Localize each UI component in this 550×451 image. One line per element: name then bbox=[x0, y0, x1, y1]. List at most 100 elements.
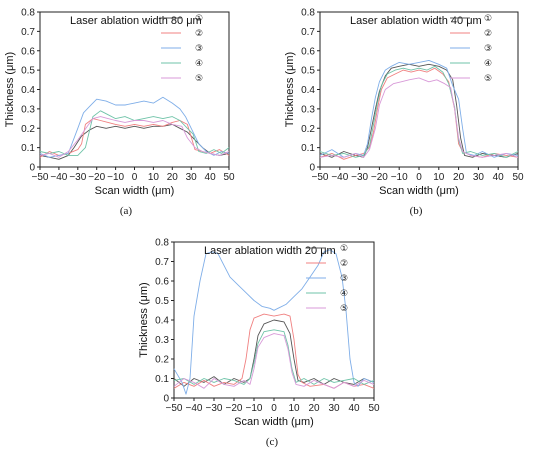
x-tick-label: 30 bbox=[186, 172, 198, 183]
series-line-1 bbox=[173, 319, 375, 387]
y-tick-label: 0.6 bbox=[301, 46, 315, 57]
x-tick-label: 20 bbox=[453, 172, 465, 183]
y-tick-label: 0.7 bbox=[155, 257, 169, 268]
y-tick-label: 0.2 bbox=[155, 355, 169, 366]
y-tick-label: 0.2 bbox=[301, 124, 315, 135]
y-tick-label: 0.1 bbox=[155, 374, 169, 385]
y-tick-label: 0 bbox=[309, 163, 315, 174]
y-tick-label: 0.5 bbox=[21, 66, 35, 77]
y-tick-label: 0.1 bbox=[21, 143, 35, 154]
y-tick-label: 0 bbox=[163, 394, 169, 405]
y-tick-label: 0.2 bbox=[21, 124, 35, 135]
legend-label-1: ① bbox=[484, 14, 492, 24]
y-tick-label: 0.8 bbox=[155, 238, 169, 249]
legend-label-4: ④ bbox=[484, 59, 492, 69]
legend-label-4: ④ bbox=[340, 289, 348, 299]
x-tick-label: −10 bbox=[391, 172, 408, 183]
legend-label-4: ④ bbox=[195, 59, 203, 69]
legend-label-2: ② bbox=[484, 29, 492, 39]
x-tick-label: 10 bbox=[148, 172, 160, 183]
y-tick-label: 0.3 bbox=[155, 335, 169, 346]
y-tick-label: 0.8 bbox=[301, 8, 315, 19]
x-tick-label: 0 bbox=[132, 172, 138, 183]
x-axis-label: Scan width (μm) bbox=[95, 185, 175, 197]
legend-label-5: ⑤ bbox=[484, 74, 492, 84]
x-tick-label: 30 bbox=[473, 172, 485, 183]
series-line-1 bbox=[39, 123, 230, 160]
y-tick-label: 0.3 bbox=[21, 104, 35, 115]
x-tick-label: 50 bbox=[368, 403, 380, 414]
legend-label-3: ③ bbox=[195, 44, 203, 54]
legend-label-3: ③ bbox=[340, 274, 348, 284]
x-tick-label: −30 bbox=[351, 172, 368, 183]
x-tick-label: −20 bbox=[88, 172, 105, 183]
series-line-5 bbox=[319, 77, 519, 158]
y-axis-label: Thickness (μm) bbox=[138, 282, 150, 357]
x-tick-label: −30 bbox=[206, 403, 223, 414]
x-tick-label: 20 bbox=[167, 172, 179, 183]
legend-label-2: ② bbox=[340, 259, 348, 269]
legend-label-5: ⑤ bbox=[195, 74, 203, 84]
series-line-5 bbox=[39, 116, 230, 158]
x-tick-label: 0 bbox=[416, 172, 422, 183]
x-tick-label: −10 bbox=[107, 172, 124, 183]
x-tick-label: −20 bbox=[371, 172, 388, 183]
y-tick-label: 0.7 bbox=[21, 27, 35, 38]
x-axis-label: Scan width (μm) bbox=[234, 416, 314, 428]
x-tick-label: −40 bbox=[186, 403, 203, 414]
series-line-3 bbox=[39, 96, 230, 158]
y-tick-label: 0.5 bbox=[155, 296, 169, 307]
legend-label-3: ③ bbox=[484, 44, 492, 54]
panel-caption: (b) bbox=[410, 205, 423, 217]
chart-panel-3: −50 −40 −30 −20 −10 0 10 20 30 40 50 0 0.1 0.2 0.3 0.4 0… bbox=[138, 238, 380, 449]
x-tick-label: 10 bbox=[433, 172, 445, 183]
series-line-2 bbox=[39, 118, 230, 158]
legend-label-1: ① bbox=[195, 14, 203, 24]
x-tick-label: 40 bbox=[348, 403, 360, 414]
x-tick-label: −30 bbox=[69, 172, 86, 183]
x-tick-label: 10 bbox=[288, 403, 300, 414]
series-line-3 bbox=[173, 249, 375, 395]
y-tick-label: 0.5 bbox=[301, 66, 315, 77]
chart-title: Laser ablation width 20 μm bbox=[204, 245, 336, 257]
series-line-4 bbox=[173, 329, 375, 385]
y-tick-label: 0.4 bbox=[301, 85, 315, 96]
y-axis-label: Thickness (μm) bbox=[284, 52, 296, 127]
x-tick-label: 50 bbox=[223, 172, 235, 183]
x-tick-label: 40 bbox=[493, 172, 505, 183]
y-tick-label: 0 bbox=[29, 163, 35, 174]
chart-panel-1: −50 −40 −30 −20 −10 0 10 20 30 40 50 0 0.1 0.2 0.3 0.4 0… bbox=[4, 8, 235, 218]
chart-title: Laser ablation width 80 μm bbox=[70, 15, 202, 27]
x-tick-label: −10 bbox=[246, 403, 263, 414]
x-tick-label: 30 bbox=[328, 403, 340, 414]
y-tick-label: 0.8 bbox=[21, 8, 35, 19]
x-tick-label: 0 bbox=[271, 403, 277, 414]
y-tick-label: 0.6 bbox=[155, 277, 169, 288]
series-line-1 bbox=[319, 63, 519, 158]
x-tick-label: −40 bbox=[50, 172, 67, 183]
series-line-2 bbox=[173, 313, 375, 389]
series-line-4 bbox=[39, 110, 230, 156]
x-tick-label: −50 bbox=[166, 403, 183, 414]
x-tick-label: −50 bbox=[312, 172, 329, 183]
legend-label-5: ⑤ bbox=[340, 304, 348, 314]
panel-caption: (a) bbox=[120, 205, 133, 217]
y-tick-label: 0.3 bbox=[301, 104, 315, 115]
panel-caption: (c) bbox=[266, 436, 279, 448]
y-axis-label: Thickness (μm) bbox=[4, 52, 16, 127]
y-tick-label: 0.4 bbox=[21, 85, 35, 96]
y-tick-label: 0.7 bbox=[301, 27, 315, 38]
x-tick-label: 40 bbox=[205, 172, 217, 183]
series-line-5 bbox=[173, 333, 375, 389]
chart-panel-2: −50 −40 −30 −20 −10 0 10 20 30 40 50 0 0.1 0.2 0.3 0.4 0… bbox=[284, 8, 524, 218]
x-axis-label: Scan width (μm) bbox=[379, 185, 459, 197]
x-tick-label: 20 bbox=[308, 403, 320, 414]
series-line-4 bbox=[319, 65, 519, 158]
x-tick-label: −20 bbox=[226, 403, 243, 414]
chart-title: Laser ablation width 40 μm bbox=[350, 15, 482, 27]
y-tick-label: 0.1 bbox=[301, 143, 315, 154]
y-tick-label: 0.4 bbox=[155, 316, 169, 327]
legend-label-2: ② bbox=[195, 29, 203, 39]
x-tick-label: 50 bbox=[512, 172, 524, 183]
